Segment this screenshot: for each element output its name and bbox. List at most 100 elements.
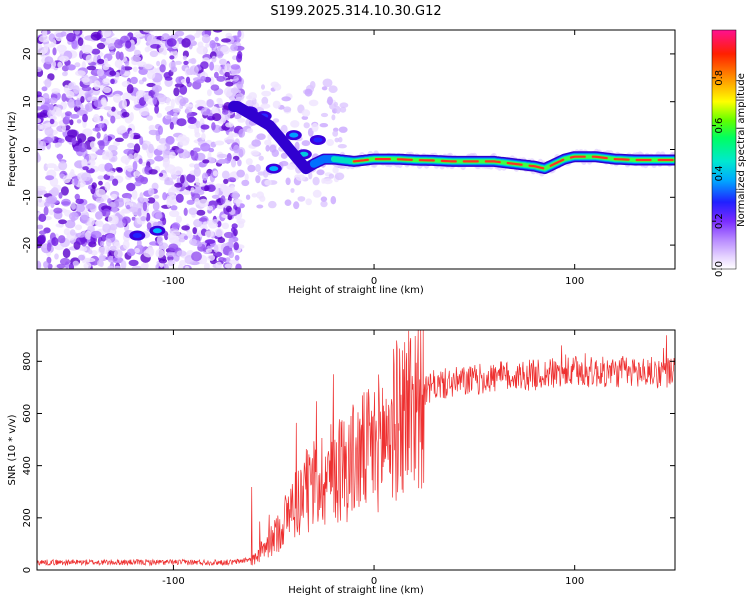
noise-blob — [166, 115, 172, 120]
noise-blob — [121, 216, 131, 224]
noise-blob — [100, 37, 107, 42]
noise-blob — [109, 223, 118, 231]
noise-blob — [207, 254, 216, 261]
noise-blob — [308, 171, 313, 180]
y-tick-label: 400 — [22, 456, 33, 475]
noise-blob — [75, 70, 86, 77]
noise-blob — [134, 247, 140, 254]
spectrogram-y-ticks: -20 -10 0 10 20 — [22, 48, 675, 253]
snr-y-axis-title: SNR (10 * v/v) — [7, 414, 18, 485]
noise-blob — [146, 82, 156, 88]
noise-blob — [117, 111, 122, 115]
noise-blob — [147, 197, 156, 204]
noise-blob — [198, 217, 208, 222]
noise-blob — [261, 96, 269, 105]
noise-blob — [53, 207, 63, 214]
noise-blob — [60, 31, 67, 37]
noise-blob — [221, 170, 230, 180]
noise-blob — [154, 104, 160, 114]
noise-blob — [219, 58, 227, 66]
bright-blob — [152, 228, 162, 234]
colorbar-tick-label: 0.6 — [714, 118, 725, 134]
noise-blob — [88, 241, 97, 248]
noise-blob — [271, 149, 279, 158]
noise-blob — [82, 166, 89, 171]
noise-blob — [141, 143, 148, 151]
noise-blob — [120, 65, 126, 75]
noise-blob — [237, 220, 245, 229]
noise-blob — [170, 66, 178, 73]
noise-blob — [164, 76, 173, 81]
noise-blob — [133, 134, 141, 140]
noise-blob — [169, 210, 180, 218]
noise-blob — [37, 118, 42, 124]
noise-blob — [81, 172, 92, 182]
noise-blob — [212, 219, 219, 224]
noise-blob — [157, 125, 163, 135]
noise-blob — [75, 232, 86, 238]
noise-blob — [98, 253, 104, 263]
noise-blob — [55, 223, 64, 228]
noise-blob — [259, 195, 266, 202]
x-tick-label: -100 — [162, 576, 185, 587]
noise-blob — [204, 230, 215, 238]
noise-blob — [113, 140, 120, 147]
noise-blob — [61, 198, 71, 207]
noise-blob — [74, 175, 79, 186]
noise-blob — [104, 57, 109, 67]
noise-blob — [246, 128, 254, 134]
noise-blob — [225, 205, 232, 213]
noise-blob — [250, 150, 260, 156]
noise-blob — [228, 131, 234, 140]
noise-blob — [295, 174, 306, 182]
noise-blob — [272, 118, 280, 123]
noise-blob — [75, 98, 82, 108]
noise-blob — [110, 78, 115, 84]
noise-blob — [304, 88, 313, 97]
noise-blob — [49, 103, 54, 111]
noise-blob — [127, 153, 134, 160]
noise-blob — [37, 185, 46, 191]
noise-blob — [192, 147, 201, 153]
noise-blob — [286, 163, 297, 170]
noise-blob — [37, 139, 44, 149]
noise-blob — [216, 159, 228, 164]
noise-blob — [201, 172, 209, 181]
noise-blob — [97, 122, 105, 129]
noise-blob — [141, 111, 150, 116]
noise-blob — [205, 43, 210, 48]
noise-blob — [196, 30, 201, 36]
noise-blob — [133, 152, 140, 162]
noise-blob — [230, 158, 237, 168]
noise-blob — [308, 99, 319, 107]
noise-blob — [67, 98, 75, 109]
noise-blob — [92, 127, 102, 132]
noise-blob — [122, 99, 127, 109]
noise-blob — [112, 93, 122, 103]
noise-blob — [183, 60, 189, 65]
noise-blob — [209, 40, 216, 49]
x-tick-label: -100 — [162, 276, 185, 287]
noise-blob — [162, 192, 168, 201]
noise-blob — [120, 155, 131, 164]
noise-blob — [69, 229, 76, 236]
noise-blob — [100, 97, 107, 106]
noise-blob — [166, 38, 177, 47]
noise-blob — [52, 47, 57, 56]
noise-blob — [123, 71, 131, 76]
noise-blob — [216, 204, 225, 210]
noise-blob — [189, 163, 196, 168]
noise-blob — [132, 66, 138, 73]
noise-blob — [76, 119, 82, 124]
noise-blob — [233, 75, 239, 82]
noise-blob — [80, 96, 85, 103]
noise-blob — [65, 90, 75, 99]
noise-blob — [58, 138, 65, 144]
noise-blob — [174, 60, 182, 65]
noise-blob — [87, 136, 96, 143]
noise-blob — [140, 263, 148, 269]
noise-blob — [211, 194, 220, 199]
noise-blob — [48, 209, 55, 216]
noise-blob — [113, 39, 124, 49]
noise-blob — [255, 175, 261, 184]
